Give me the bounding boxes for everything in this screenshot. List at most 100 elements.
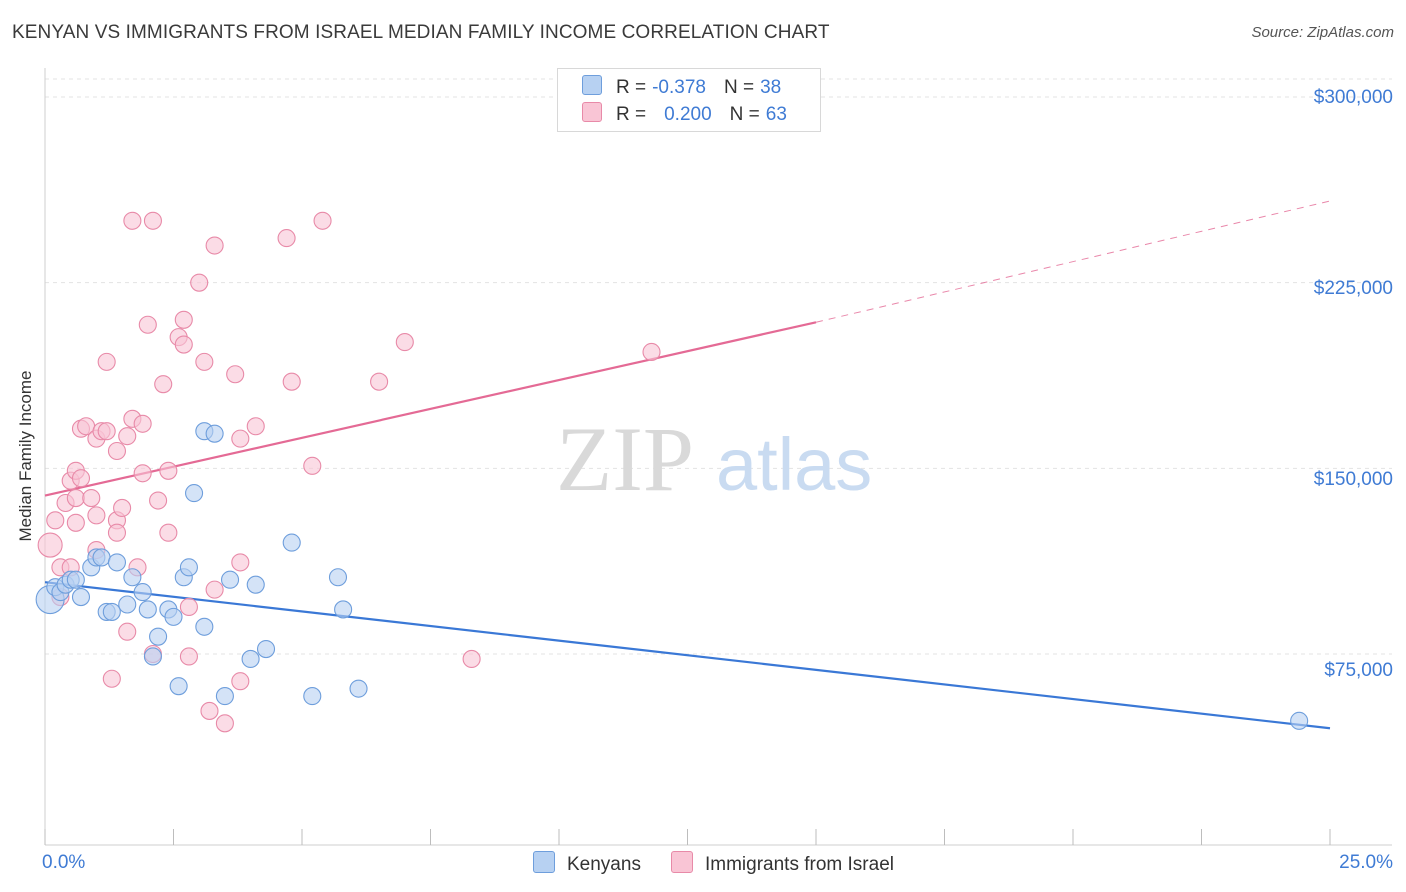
point-israel: [179, 597, 198, 617]
point-israel: [37, 532, 63, 558]
point-israel: [107, 523, 127, 542]
point-israel: [154, 375, 173, 394]
point-kenyans: [179, 558, 198, 577]
point-israel: [195, 352, 214, 371]
legend-swatch-israel: [582, 102, 602, 122]
point-israel: [71, 469, 91, 488]
point-kenyans: [92, 548, 111, 567]
point-israel: [231, 553, 250, 572]
legend-n-value: 63: [765, 104, 787, 125]
point-israel: [174, 310, 193, 329]
legend-n-value: 38: [760, 77, 782, 98]
point-kenyans: [334, 600, 353, 619]
point-israel: [205, 580, 224, 599]
bottom-legend-swatch-israel: [671, 851, 693, 873]
bottom-legend-israel[interactable]: Immigrants from Israel: [671, 851, 894, 876]
point-israel: [395, 333, 414, 352]
chart-title: KENYAN VS IMMIGRANTS FROM ISRAEL MEDIAN …: [12, 22, 830, 43]
legend-n-label: N =: [723, 77, 755, 98]
legend-r-value: 0.200: [664, 104, 712, 125]
point-kenyans: [256, 639, 276, 659]
y-axis-label: Median Family Income: [16, 370, 35, 542]
data-points: [35, 211, 1309, 733]
point-kenyans: [1290, 711, 1309, 730]
point-israel: [370, 372, 389, 391]
bottom-legend-label-kenyans: Kenyans: [567, 854, 641, 875]
point-israel: [107, 441, 127, 461]
point-israel: [277, 229, 296, 248]
point-israel: [246, 417, 265, 436]
x-tick-max: 25.0%: [1339, 852, 1393, 873]
point-israel: [66, 488, 85, 508]
point-israel: [190, 273, 209, 292]
point-kenyans: [102, 602, 121, 621]
legend-r-value: -0.378: [652, 77, 706, 98]
point-israel: [226, 365, 245, 384]
point-israel: [159, 523, 178, 542]
y-tick-75000: $75,000: [1324, 660, 1393, 681]
point-israel: [303, 456, 322, 475]
point-kenyans: [328, 568, 348, 587]
point-kenyans: [185, 484, 204, 503]
point-israel: [231, 672, 250, 691]
point-kenyans: [349, 679, 368, 698]
watermark-atlas: atlas: [716, 423, 872, 506]
legend-swatch-kenyans: [582, 75, 602, 95]
point-israel: [215, 714, 234, 733]
watermark: ZIP atlas: [556, 408, 872, 510]
point-israel: [87, 506, 106, 525]
y-tick-300000: $300,000: [1313, 87, 1393, 108]
watermark-zip: ZIP: [556, 408, 694, 510]
point-israel: [118, 622, 137, 641]
point-israel: [179, 647, 198, 666]
point-israel: [313, 211, 332, 230]
point-kenyans: [164, 607, 183, 626]
legend-n-label: N =: [729, 104, 760, 125]
point-israel: [642, 342, 661, 362]
point-kenyans: [215, 687, 234, 706]
axes: [44, 68, 1392, 846]
point-israel: [102, 669, 121, 688]
trend-line-kenyans: [44, 581, 1331, 730]
y-tick-150000: $150,000: [1313, 469, 1393, 490]
point-israel: [82, 488, 101, 508]
bottom-legend-kenyans[interactable]: Kenyans: [533, 851, 641, 876]
point-kenyans: [71, 588, 91, 607]
y-tick-225000: $225,000: [1313, 278, 1393, 299]
point-israel: [133, 414, 152, 433]
point-kenyans: [195, 617, 214, 636]
point-kenyans: [133, 583, 152, 602]
point-kenyans: [107, 553, 127, 572]
point-israel: [149, 491, 168, 510]
point-israel: [66, 513, 85, 532]
point-kenyans: [169, 677, 188, 696]
point-kenyans: [303, 687, 322, 706]
legend-r-label: R =: [616, 77, 647, 98]
bottom-legend-label-israel: Immigrants from Israel: [705, 854, 894, 875]
legend-row-kenyans: R = -0.378 N = 38: [582, 75, 781, 99]
trend-line-dashed-israel: [815, 200, 1331, 323]
x-tick-min: 0.0%: [42, 852, 86, 873]
point-israel: [205, 236, 224, 255]
point-kenyans: [66, 570, 85, 589]
point-israel: [200, 701, 219, 720]
source-label: Source: ZipAtlas.com: [1251, 24, 1394, 41]
point-israel: [231, 429, 250, 448]
point-israel: [113, 498, 132, 517]
point-israel: [138, 315, 157, 334]
point-kenyans: [138, 600, 157, 619]
point-kenyans: [118, 595, 137, 614]
point-kenyans: [149, 627, 168, 646]
legend-r-label: R =: [616, 104, 647, 125]
point-israel: [97, 352, 116, 371]
point-kenyans: [143, 647, 162, 666]
point-kenyans: [220, 570, 240, 589]
point-israel: [143, 211, 162, 230]
point-israel: [282, 372, 301, 391]
point-israel: [118, 427, 137, 446]
stats-legend: R = -0.378 N = 38 R = 0.200 N = 63: [557, 68, 821, 132]
point-kenyans: [205, 424, 224, 443]
point-israel: [46, 511, 65, 530]
point-israel: [97, 422, 116, 441]
